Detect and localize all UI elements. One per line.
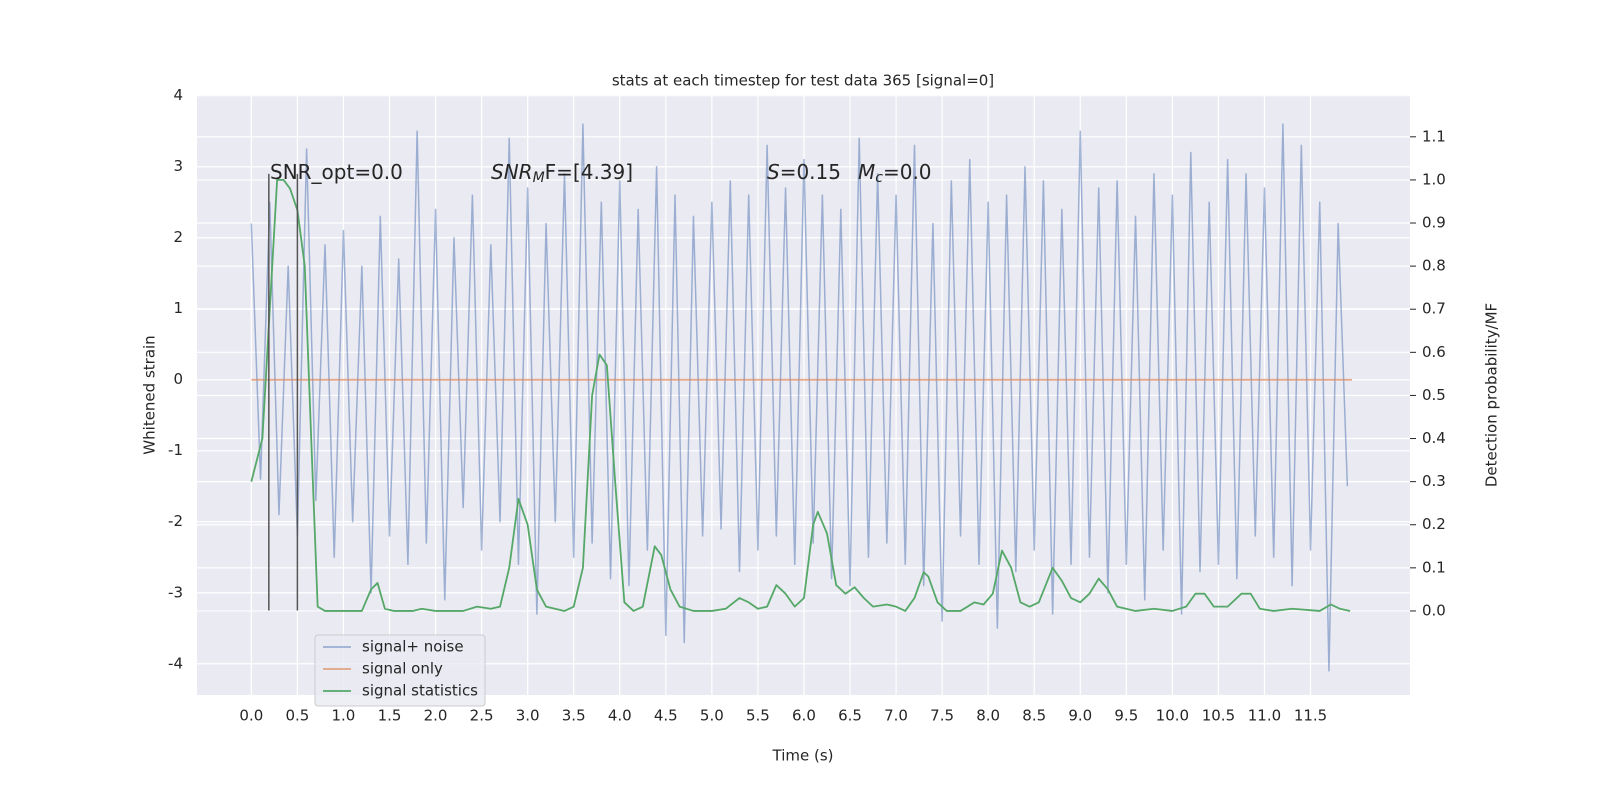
x-tick-label: 0.0 bbox=[239, 707, 263, 725]
x-tick-label: 4.0 bbox=[608, 707, 632, 725]
x-tick-label: 2.5 bbox=[470, 707, 494, 725]
legend-box bbox=[314, 634, 486, 707]
x-tick-label: 7.0 bbox=[884, 707, 908, 725]
y2-tick-label: 0.7 bbox=[1422, 300, 1446, 318]
chart-title: stats at each timestep for test data 365… bbox=[612, 72, 994, 90]
x-tick-label: 9.0 bbox=[1068, 707, 1092, 725]
y-tick-label: 2 bbox=[173, 228, 183, 246]
x-tick-label: 6.0 bbox=[792, 707, 816, 725]
x-tick-label: 9.5 bbox=[1114, 707, 1138, 725]
y-tick-label: -3 bbox=[168, 583, 183, 601]
y2-tick-label: 1.1 bbox=[1422, 127, 1446, 145]
x-tick-label: 8.5 bbox=[1022, 707, 1046, 725]
annotation-part: F=[4.39] bbox=[545, 160, 633, 184]
y-tick-label: -2 bbox=[168, 512, 183, 530]
annotation: S=0.15 bbox=[767, 160, 841, 184]
x-tick-label: 7.5 bbox=[930, 707, 954, 725]
y-tick-label: 0 bbox=[173, 370, 183, 388]
y-tick-label: -1 bbox=[168, 441, 183, 459]
x-tick-label: 3.0 bbox=[516, 707, 540, 725]
series-line bbox=[250, 179, 1351, 612]
series-line bbox=[250, 123, 1349, 672]
marks bbox=[250, 123, 1352, 672]
annotation-part: c bbox=[875, 170, 883, 186]
x-tick-label: 11.0 bbox=[1248, 707, 1281, 725]
y2-tick-label: 0.8 bbox=[1422, 257, 1446, 275]
labels: 0.0 0.5 1.0 1.5 2.0 2.5 3.0 3.5 4.0 4.5 5.0 5.5 6.0 6… bbox=[168, 86, 1446, 724]
y2-tick-label: 0.3 bbox=[1422, 472, 1446, 490]
x-tick-label: 5.5 bbox=[746, 707, 770, 725]
y-axis-label: Whitened strain bbox=[141, 335, 159, 454]
legend-label: signal only bbox=[362, 660, 443, 678]
annotation-part: SNR_opt=0.0 bbox=[270, 160, 403, 184]
y2-axis-label: Detection probability/MF bbox=[1483, 303, 1501, 487]
y2-tick-label: 0.6 bbox=[1422, 343, 1446, 361]
annotation-part: S bbox=[767, 160, 780, 184]
y2-tick-label: 1.0 bbox=[1422, 170, 1446, 188]
x-tick-label: 1.5 bbox=[378, 707, 402, 725]
annotation-part: SNR bbox=[491, 160, 533, 184]
x-tick-label: 3.5 bbox=[562, 707, 586, 725]
x-axis-label: Time (s) bbox=[772, 747, 834, 765]
legend-label: signal statistics bbox=[362, 682, 478, 700]
annotation: Mc=0.0 bbox=[858, 160, 932, 187]
y2-tick-label: 0.4 bbox=[1422, 429, 1446, 447]
y-tick-label: 3 bbox=[173, 157, 183, 175]
y-tick-label: 4 bbox=[173, 86, 183, 104]
x-tick-label: 6.5 bbox=[838, 707, 862, 725]
annotation-part: =0.0 bbox=[883, 160, 932, 184]
annotation: SNRMF=[4.39] bbox=[491, 160, 633, 187]
x-tick-label: 0.5 bbox=[285, 707, 309, 725]
x-tick-label: 4.5 bbox=[654, 707, 678, 725]
x-tick-label: 1.0 bbox=[332, 707, 356, 725]
x-tick-label: 2.0 bbox=[424, 707, 448, 725]
x-tick-label: 10.0 bbox=[1156, 707, 1189, 725]
y2-tick-label: 0.9 bbox=[1422, 214, 1446, 232]
annotation-part: =0.15 bbox=[780, 160, 841, 184]
y2-tick-label: 0.1 bbox=[1422, 558, 1446, 576]
legend: signal+ noise signal only signal statistic… bbox=[314, 634, 486, 707]
y-tick-label: -4 bbox=[168, 654, 183, 672]
x-tick-label: 11.5 bbox=[1294, 707, 1327, 725]
x-tick-label: 5.0 bbox=[700, 707, 724, 725]
legend-label: signal+ noise bbox=[362, 638, 464, 656]
y2-tick-label: 0.0 bbox=[1422, 601, 1446, 619]
y2-tick-label: 0.5 bbox=[1422, 386, 1446, 404]
x-tick-label: 10.5 bbox=[1202, 707, 1235, 725]
x-tick-label: 8.0 bbox=[976, 707, 1000, 725]
annotation-part: M bbox=[533, 170, 545, 186]
y2-tick-label: 0.2 bbox=[1422, 515, 1446, 533]
y-tick-label: 1 bbox=[173, 299, 183, 317]
annotation-part: M bbox=[858, 160, 875, 184]
annotation: SNR_opt=0.0 bbox=[270, 160, 403, 184]
